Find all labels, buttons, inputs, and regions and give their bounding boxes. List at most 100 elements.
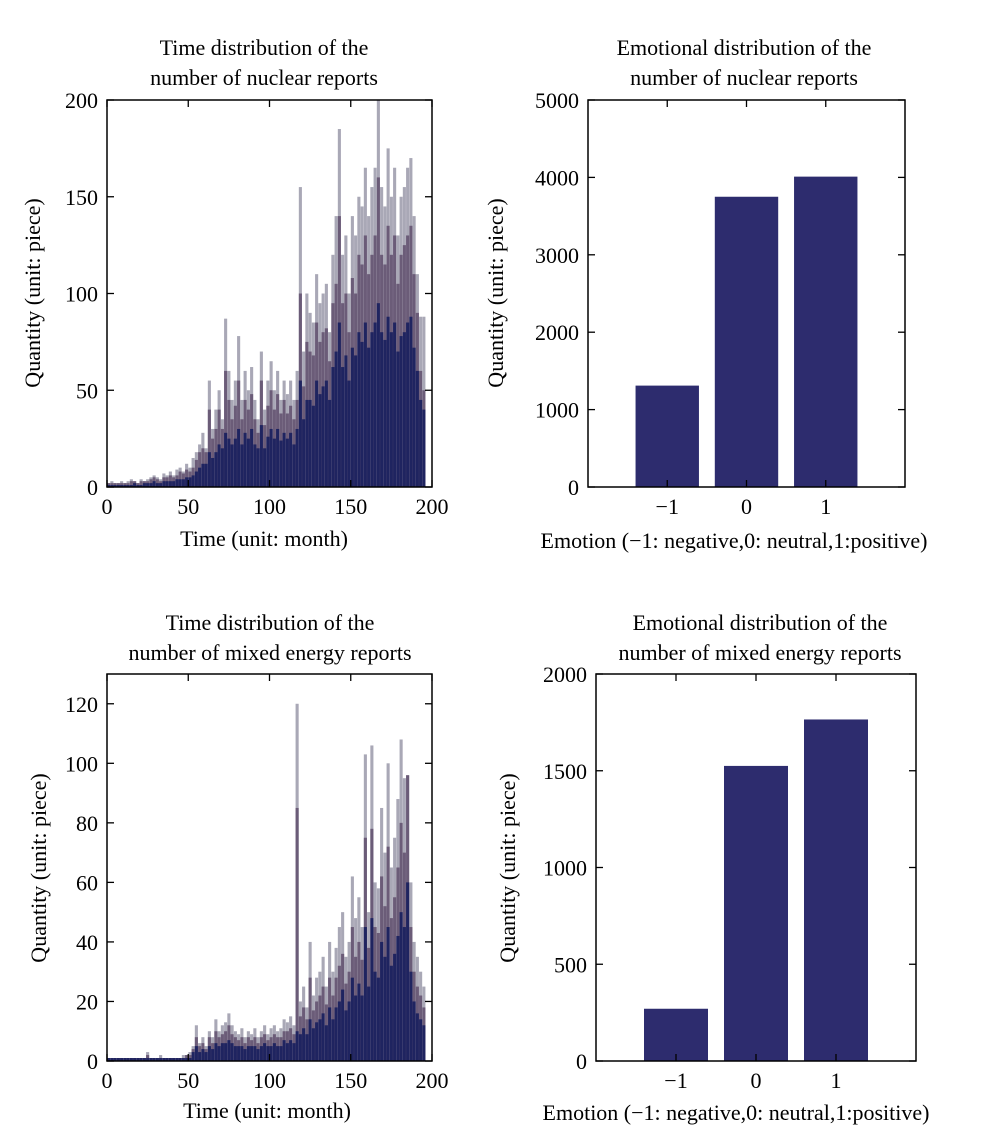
bar — [305, 1034, 309, 1061]
bar — [328, 399, 332, 487]
bar — [263, 1043, 267, 1061]
bar — [635, 385, 699, 487]
bar — [386, 316, 390, 487]
x-tick-label: 50 — [177, 494, 199, 519]
bar — [409, 316, 413, 487]
bar — [386, 927, 390, 1061]
x-tick-label: 1 — [820, 494, 831, 519]
bar — [321, 386, 325, 487]
bar — [250, 428, 254, 487]
bar — [331, 367, 335, 487]
bar — [350, 347, 354, 487]
bar — [230, 444, 234, 487]
bar — [227, 438, 231, 488]
bar — [266, 1046, 270, 1061]
bar — [402, 332, 406, 487]
bar — [344, 1010, 348, 1061]
y-tick-label: 50 — [76, 378, 98, 403]
bar — [289, 432, 293, 487]
bar — [412, 347, 416, 487]
bar — [120, 485, 124, 487]
x-tick-label: −1 — [656, 494, 679, 519]
y-tick-label: 80 — [76, 811, 98, 836]
bar — [207, 452, 211, 487]
bar — [149, 483, 153, 487]
bar — [165, 481, 169, 487]
bar — [389, 965, 393, 1061]
bar — [399, 336, 403, 487]
bar — [360, 995, 364, 1061]
bar — [794, 176, 858, 487]
chart-mixed-time: Time distribution of the number of mixed… — [26, 610, 449, 1123]
bar — [389, 332, 393, 487]
bar — [412, 1001, 416, 1061]
bar — [224, 432, 228, 487]
bar — [376, 303, 380, 487]
bar — [415, 370, 419, 487]
bar — [269, 428, 273, 487]
bar — [276, 428, 280, 487]
bar — [207, 1046, 211, 1061]
bar — [272, 1043, 276, 1061]
x-axis-label: Time (unit: month) — [180, 526, 348, 551]
bar — [214, 1043, 218, 1061]
bar — [224, 370, 228, 487]
bar — [295, 807, 299, 1061]
bar — [133, 1058, 137, 1061]
bar — [181, 1058, 185, 1061]
chart-title-line-2: number of mixed energy reports — [618, 640, 901, 665]
y-tick-label: 100 — [65, 282, 98, 307]
bar — [285, 1043, 289, 1061]
bar — [373, 971, 377, 1061]
bar — [357, 332, 361, 487]
bar — [289, 1040, 293, 1061]
bar — [185, 1058, 189, 1061]
bar — [406, 322, 410, 487]
bar — [123, 1058, 127, 1061]
bar — [253, 444, 257, 487]
chart-title-line-2: number of nuclear reports — [630, 65, 858, 90]
bar — [292, 444, 296, 487]
bar — [308, 1019, 312, 1061]
y-tick-label: 0 — [568, 475, 579, 500]
bar — [198, 467, 202, 487]
bar — [253, 1046, 257, 1061]
bar — [644, 1008, 708, 1061]
bar — [233, 438, 237, 488]
bar — [393, 322, 397, 487]
bar — [315, 1022, 319, 1061]
bar — [305, 399, 309, 487]
chart-title-line-1: Emotional distribution of the — [617, 35, 872, 60]
bar — [204, 1052, 208, 1061]
bar — [188, 1058, 192, 1061]
bar — [285, 438, 289, 488]
x-tick-label: 0 — [741, 494, 752, 519]
bar — [149, 1058, 153, 1061]
y-axis-label: Quantity (unit: piece) — [26, 773, 51, 962]
bar — [211, 1049, 215, 1061]
y-axis-label: Quantity (unit: piece) — [20, 198, 45, 387]
x-tick-label: 100 — [253, 1068, 286, 1093]
bar — [383, 339, 387, 487]
bar — [724, 765, 788, 1061]
bar — [354, 355, 358, 487]
bar — [373, 322, 377, 487]
bar — [113, 1058, 117, 1061]
bar — [350, 977, 354, 1061]
bar — [419, 1019, 423, 1061]
x-axis-label: Time (unit: month) — [183, 1098, 351, 1123]
y-tick-label: 2000 — [543, 662, 587, 687]
bar — [406, 882, 410, 1061]
bar — [363, 322, 367, 487]
y-tick-label: 500 — [554, 952, 587, 977]
bar — [220, 448, 224, 487]
bar — [256, 1049, 260, 1061]
bar — [116, 1058, 120, 1061]
bar — [191, 1052, 195, 1061]
bar — [396, 935, 400, 1061]
bar — [259, 1046, 263, 1061]
x-tick-label: 50 — [177, 1068, 199, 1093]
bar — [380, 332, 384, 487]
x-tick-label: 100 — [253, 494, 286, 519]
bar — [357, 983, 361, 1061]
